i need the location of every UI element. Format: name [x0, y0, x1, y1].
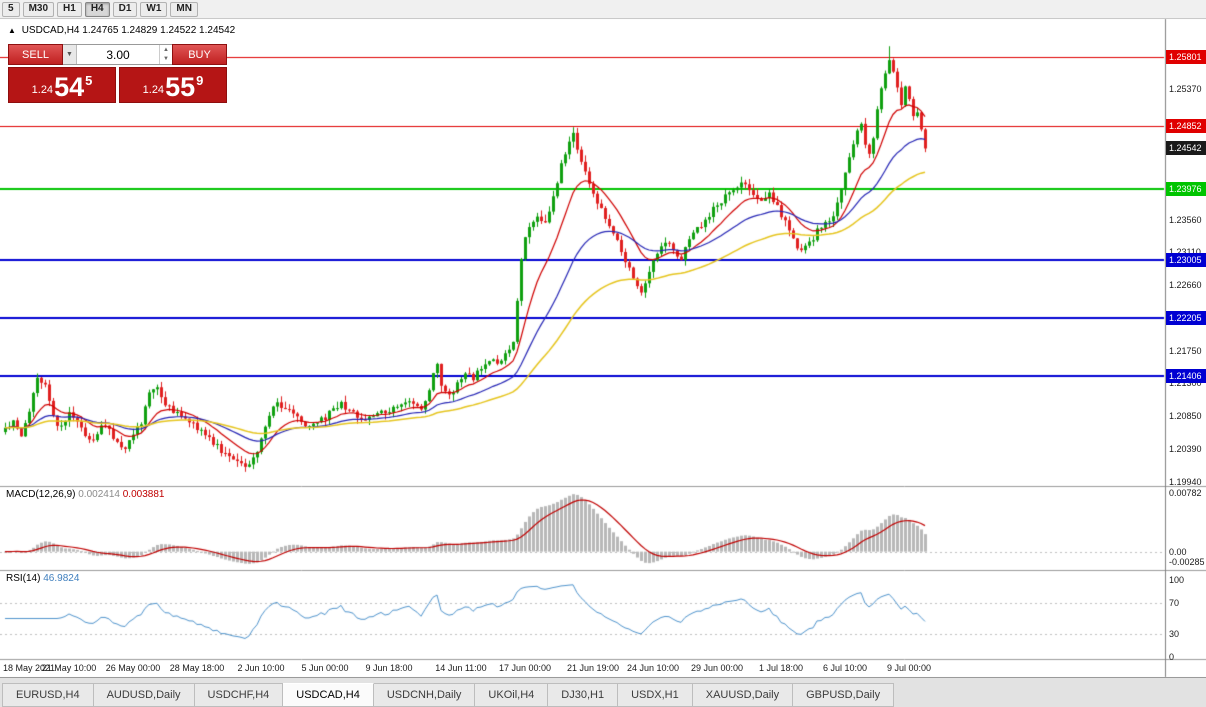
time-axis-label: 26 May 00:00	[105, 663, 161, 673]
sell-price-pip-digit: 5	[85, 73, 93, 88]
resistance-level-tag: 1.25801	[1166, 50, 1206, 65]
buy-price-big-digits: 55	[165, 72, 196, 102]
price-axis-label: 1.22660	[1169, 279, 1202, 290]
time-axis-label: 28 May 18:00	[169, 663, 225, 673]
chart-tab-usdcnh[interactable]: USDCNH,Daily	[373, 683, 476, 707]
volume-stepper[interactable]: ▲ ▼	[159, 45, 172, 64]
time-axis-label: 2 Jun 10:00	[237, 663, 285, 673]
timeframe-button-h1[interactable]: H1	[57, 1, 82, 17]
price-axis-label: 1.20850	[1169, 410, 1202, 421]
time-axis-label: 18 May 2021	[3, 663, 56, 673]
support-level-tag: 1.21406	[1166, 368, 1206, 383]
rsi-indicator-label: RSI(14) 46.9824	[6, 573, 79, 584]
chart-tab-usdchf[interactable]: USDCHF,H4	[194, 683, 284, 707]
chart-tab-eurusd[interactable]: EURUSD,H4	[2, 683, 94, 707]
rsi-axis-label: 0	[1169, 652, 1175, 662]
time-axis-label: 14 Jun 11:00	[435, 663, 487, 673]
rsi-name: RSI(14)	[6, 573, 41, 584]
chart-tab-ukoil[interactable]: UKOil,H4	[475, 683, 549, 707]
time-axis-label: 5 Jun 00:00	[301, 663, 349, 673]
one-click-trading-panel: SELL ▼ 3.00 ▲ ▼ BUY 1.24 54 5 1.24 55 9	[8, 44, 227, 103]
rsi-axis-label: 70	[1169, 598, 1180, 609]
price-axis-label: 1.23560	[1169, 214, 1202, 225]
chart-tab-usdcad[interactable]: USDCAD,H4	[283, 683, 374, 707]
timeframe-toolbar: 5 M30 H1 H4 D1 W1 MN	[0, 0, 1206, 19]
time-axis-label: 21 May 10:00	[41, 663, 97, 673]
chart-ohlc-title: ▲ USDCAD,H4 1.24765 1.24829 1.24522 1.24…	[8, 25, 235, 36]
symbol-period-label: USDCAD,H4	[21, 25, 80, 36]
volume-value[interactable]: 3.00	[106, 47, 130, 62]
chart-tabs: EURUSD,H4 AUDUSD,Daily USDCHF,H4 USDCAD,H4 U…	[0, 683, 1206, 707]
macd-name: MACD(12,26,9)	[6, 489, 76, 500]
sell-price-big-digits: 54	[54, 72, 85, 102]
time-axis-label: 24 Jun 10:00	[626, 663, 680, 673]
time-axis-label: 29 Jun 00:00	[690, 663, 744, 673]
rsi-axis-label: 30	[1169, 628, 1180, 639]
support-level-tag: 1.22205	[1166, 310, 1206, 325]
buy-button[interactable]: BUY	[172, 44, 227, 65]
time-axis-label: 9 Jun 18:00	[365, 663, 413, 673]
rsi-axis-label: 100	[1169, 575, 1185, 585]
volume-field[interactable]: ▼ 3.00 ▲ ▼	[63, 44, 172, 65]
time-axis-label: 17 Jun 00:00	[498, 663, 552, 673]
price-axis-label: 1.21300	[1169, 378, 1202, 389]
buy-price-prefix: 1.24	[142, 84, 165, 96]
buy-price-display[interactable]: 1.24 55 9	[119, 67, 227, 103]
time-axis-label: 9 Jul 00:00	[886, 663, 932, 673]
collapse-trade-panel-icon[interactable]: ▲	[8, 26, 16, 35]
timeframe-button-mn[interactable]: MN	[170, 1, 198, 17]
macd-signal-value: 0.003881	[122, 489, 165, 500]
ohlc-values: 1.24765 1.24829 1.24522 1.24542	[82, 25, 236, 36]
volume-increase-icon[interactable]: ▲	[163, 46, 169, 53]
timeframe-button-d1[interactable]: D1	[112, 1, 138, 17]
time-axis-label: 1 Jul 18:00	[758, 663, 804, 673]
sell-price-prefix: 1.24	[31, 84, 54, 96]
current-price-tag: 1.24542	[1166, 141, 1206, 156]
macd-axis-label: -0.00285	[1169, 557, 1205, 567]
macd-axis-label: 0.00	[1169, 546, 1187, 557]
timeframe-button-w1[interactable]: W1	[140, 1, 168, 17]
volume-decrease-icon[interactable]: ▼	[163, 56, 169, 63]
time-axis-label: 21 Jun 19:00	[566, 663, 620, 673]
price-axis-label: 1.21750	[1169, 345, 1202, 356]
chart-tab-dj30[interactable]: DJ30,H1	[548, 683, 619, 707]
rsi-value: 46.9824	[43, 573, 80, 584]
price-axis-label: 1.25370	[1169, 83, 1202, 94]
buy-price-pip-digit: 9	[196, 73, 204, 88]
volume-dropdown-icon[interactable]: ▼	[63, 45, 77, 64]
timeframe-button-5[interactable]: 5	[2, 1, 20, 17]
chart-tabs-bar: EURUSD,H4 AUDUSD,Daily USDCHF,H4 USDCAD,H4 U…	[0, 677, 1206, 707]
time-axis-label: 6 Jul 10:00	[822, 663, 868, 673]
chart-tab-gbpusd[interactable]: GBPUSD,Daily	[793, 683, 895, 707]
price-axis-label: 1.23110	[1169, 247, 1201, 257]
chart-tab-audusd[interactable]: AUDUSD,Daily	[93, 683, 195, 707]
sell-price-display[interactable]: 1.24 54 5	[8, 67, 116, 103]
resistance-level-tag: 1.24852	[1166, 119, 1206, 133]
support-level-tag: 1.23005	[1166, 252, 1206, 267]
sell-button[interactable]: SELL	[8, 44, 63, 65]
chart-tab-usdx[interactable]: USDX,H1	[618, 683, 693, 707]
price-axis-label: 1.19940	[1169, 476, 1202, 487]
timeframe-button-m30[interactable]: M30	[22, 1, 55, 17]
price-axis-label: 1.20390	[1169, 444, 1202, 455]
macd-main-value: 0.002414	[78, 489, 120, 500]
macd-axis-label: 0.00782	[1169, 488, 1202, 498]
macd-indicator-label: MACD(12,26,9) 0.002414 0.003881	[6, 489, 164, 500]
chart-tab-xauusd[interactable]: XAUUSD,Daily	[692, 683, 794, 707]
timeframe-button-h4[interactable]: H4	[84, 1, 110, 17]
pivot-level-tag: 1.23976	[1166, 182, 1206, 197]
